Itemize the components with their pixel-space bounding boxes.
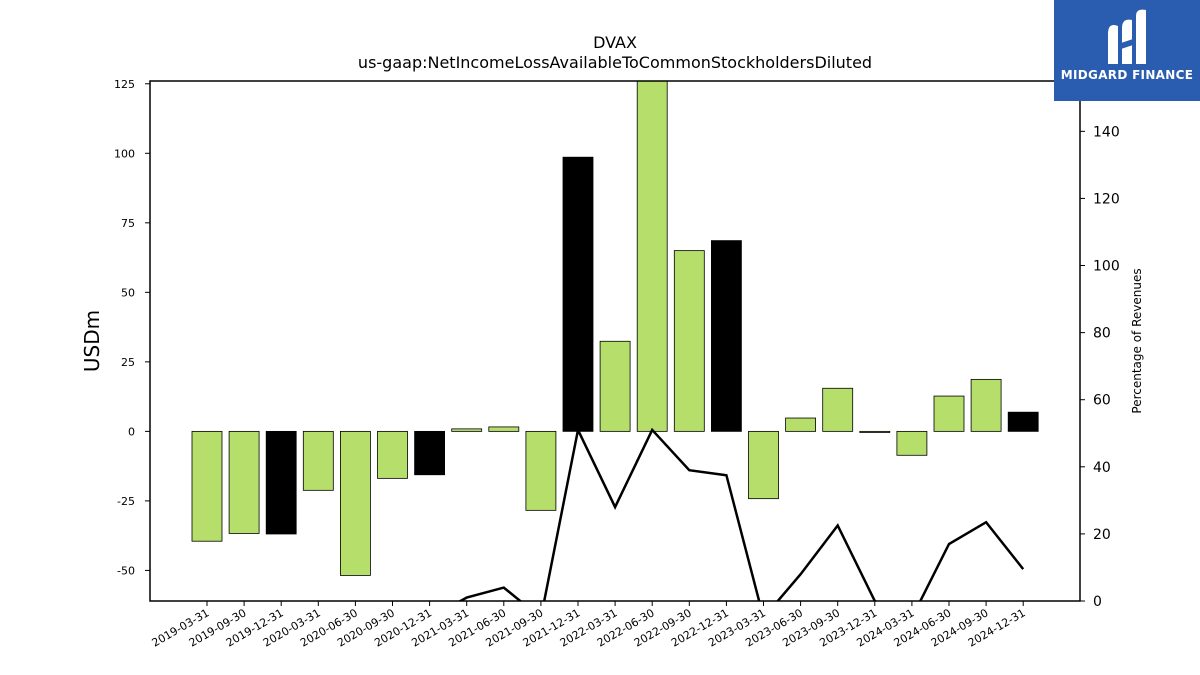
bar-2020-12-31 — [414, 430, 446, 476]
bar-2019-12-31 — [265, 430, 297, 535]
right-tick-label: 40 — [1093, 460, 1111, 476]
bar-2021-12-31 — [562, 156, 594, 432]
y-tick-label: -25 — [117, 495, 135, 508]
bar-2023-06-30 — [785, 417, 816, 432]
bar-2022-12-31 — [711, 240, 742, 432]
bar-2022-03-31 — [599, 340, 631, 432]
y-tick-label: -50 — [117, 564, 135, 577]
bar-2024-09-30 — [970, 378, 1002, 432]
y-tick-label: 100 — [114, 147, 135, 160]
bar-2022-09-30 — [673, 250, 705, 432]
bar-2024-06-30 — [933, 395, 965, 432]
bar-2021-09-30 — [525, 430, 557, 511]
bar-2024-12-31 — [1007, 411, 1039, 432]
right-axis-label: Percentage of Revenues — [1130, 268, 1144, 413]
bar-2022-06-30 — [636, 81, 668, 432]
right-tick-label: 0 — [1093, 594, 1102, 610]
y-tick-label: 75 — [121, 217, 135, 230]
left-axis: -50 -25 0 25 50 75 100 125 — [114, 78, 150, 577]
bar-2019-09-30 — [228, 430, 260, 534]
y-tick-label: 50 — [121, 286, 135, 299]
right-tick-label: 120 — [1093, 191, 1120, 207]
bar-2019-03-31 — [191, 430, 223, 542]
y-tick-label: 25 — [121, 356, 135, 369]
right-tick-label: 80 — [1093, 326, 1111, 342]
chart-title: DVAX — [593, 33, 637, 52]
bar-2020-06-30 — [339, 430, 371, 576]
bars — [191, 81, 1039, 576]
bar-2021-06-30 — [488, 426, 520, 432]
logo: MIDGARD FINANCE — [1054, 0, 1200, 101]
bar-2020-09-30 — [377, 430, 408, 479]
right-tick-label: 20 — [1093, 527, 1111, 543]
right-axis: 0 20 40 60 80 100 120 140 — [1080, 124, 1120, 610]
y-tick-label: 0 — [128, 425, 135, 438]
y-tick-label: 125 — [114, 78, 135, 91]
logo-mark-icon — [1108, 9, 1146, 65]
y-axis-label: USDm — [80, 310, 104, 372]
bar-2024-03-31 — [896, 430, 928, 456]
right-tick-label: 60 — [1093, 393, 1111, 409]
bar-2023-09-30 — [822, 387, 854, 432]
chart-subtitle: us-gaap:NetIncomeLossAvailableToCommonSt… — [358, 53, 872, 72]
right-tick-label: 140 — [1093, 124, 1120, 140]
x-axis: 2019-03-312019-09-302019-12-312020-03-31… — [150, 601, 1028, 650]
percentage-line — [457, 425, 1025, 601]
right-tick-label: 100 — [1093, 259, 1120, 275]
bar-2023-03-31 — [748, 430, 779, 500]
bar-2020-03-31 — [302, 430, 334, 491]
bar-2023-12-31 — [859, 430, 891, 433]
bar-2021-03-31 — [451, 428, 483, 432]
logo-text: MIDGARD FINANCE — [1060, 68, 1194, 82]
percentage-line-group — [457, 425, 1025, 601]
